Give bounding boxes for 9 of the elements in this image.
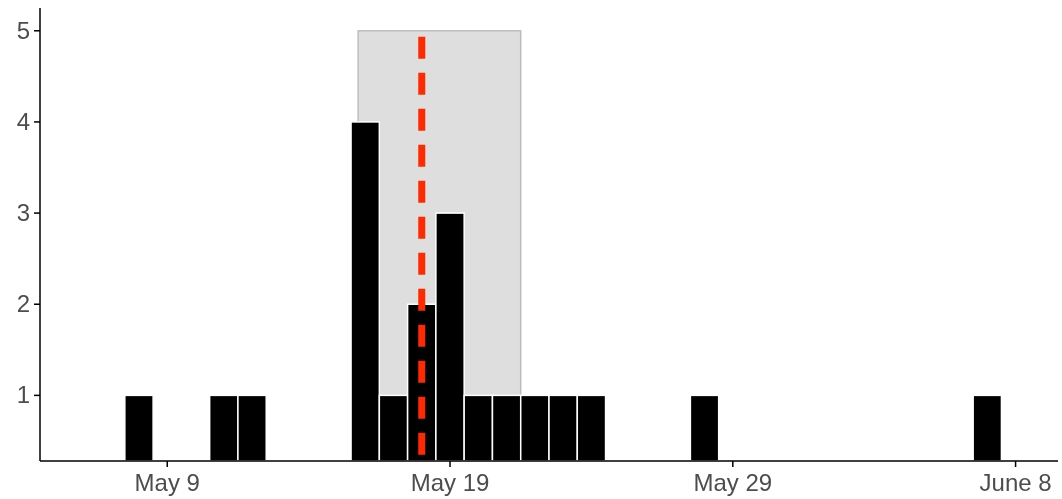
y-tick-label: 2 — [16, 290, 30, 318]
x-tick-label: May 29 — [693, 469, 773, 496]
x-tick-label: June 8 — [979, 469, 1052, 496]
y-tick-label: 3 — [16, 199, 30, 227]
x-tick-label: May 9 — [134, 469, 200, 496]
y-tick-label: 5 — [16, 16, 30, 44]
y-tick-label: 1 — [16, 381, 30, 409]
x-tick-label: May 19 — [410, 469, 490, 496]
y-tick-label: 4 — [16, 107, 30, 135]
